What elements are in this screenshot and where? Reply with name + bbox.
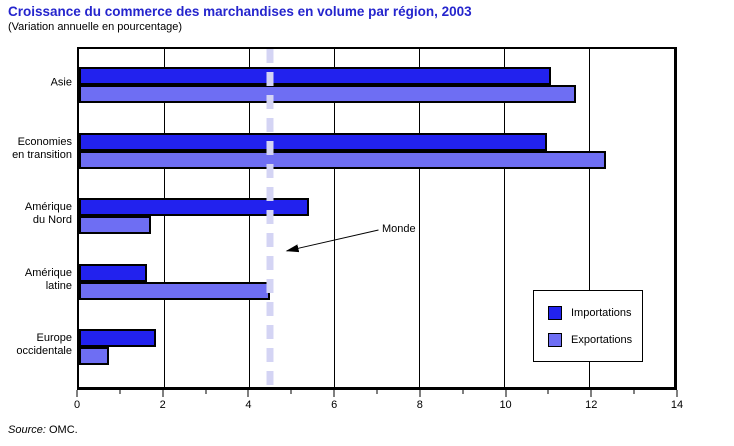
bar-exportations (79, 150, 606, 169)
bar-importations (79, 132, 547, 151)
x-major-tick (162, 390, 164, 397)
gridline (164, 49, 165, 387)
world-line-label: Monde (382, 223, 416, 235)
chart-title: Croissance du commerce des marchandises … (8, 4, 472, 19)
legend-label-exportations: Exportations (571, 333, 633, 346)
x-tick-label: 0 (73, 399, 81, 411)
x-minor-tick (547, 390, 549, 394)
bar-exportations (79, 281, 271, 300)
x-tick-label: 14 (670, 399, 684, 411)
legend-item-exportations: Exportations (548, 332, 638, 347)
x-minor-tick (633, 390, 635, 394)
source-prefix: Source: (8, 424, 46, 436)
bar-group (79, 198, 674, 234)
y-axis-label: Economies en transition (12, 135, 72, 161)
legend-box: Importations Exportations (533, 290, 643, 362)
bar-exportations (79, 347, 109, 365)
x-major-tick (676, 390, 678, 397)
x-major-tick (505, 390, 507, 397)
bar-group (79, 329, 674, 365)
y-axis-label: Amérique latine (24, 266, 72, 292)
source-value: OMC. (48, 424, 78, 436)
x-tick-label: 2 (159, 399, 166, 411)
bar-exportations (79, 85, 577, 103)
chart-subtitle: (Variation annuelle en pourcentage) (8, 21, 183, 33)
bar-importations (79, 67, 551, 85)
bar-group (79, 67, 674, 103)
x-major-tick (333, 390, 335, 397)
source-note: Source: OMC. (8, 424, 78, 436)
x-major-tick (590, 390, 592, 397)
bar-importations (79, 263, 147, 282)
x-axis: 0 2 4 6 8 10 12 14 (73, 390, 683, 416)
bar-importations (79, 329, 156, 347)
x-minor-tick (462, 390, 464, 394)
y-axis-label: Europe occidentale (16, 332, 72, 357)
x-tick-label: 10 (499, 399, 512, 411)
world-reference-line (266, 49, 274, 387)
exportations-swatch-icon (548, 332, 562, 347)
x-minor-tick (119, 390, 121, 394)
x-tick-label: 6 (331, 399, 338, 411)
y-axis-label: Amérique du Nord (24, 201, 72, 226)
x-major-tick (419, 390, 421, 397)
gridline (419, 49, 420, 387)
gridline (504, 49, 505, 387)
y-axis-label: Asie (50, 76, 72, 89)
x-major-tick (247, 390, 249, 397)
bar-group (79, 132, 674, 169)
x-major-tick (76, 390, 78, 397)
bar-importations (79, 198, 309, 216)
gridline (249, 49, 250, 387)
x-minor-tick (205, 390, 207, 394)
legend-label-importations: Importations (571, 306, 632, 319)
legend-item-importations: Importations (548, 305, 638, 320)
x-minor-tick (376, 390, 378, 394)
x-minor-tick (290, 390, 292, 394)
bar-exportations (79, 216, 152, 234)
x-tick-label: 4 (245, 399, 252, 411)
importations-swatch-icon (548, 305, 562, 320)
bar-group (79, 263, 674, 300)
gridline (589, 49, 590, 387)
x-tick-label: 8 (416, 399, 423, 411)
y-axis-labels: Asie Economies en transition Amérique du N… (0, 0, 72, 446)
x-tick-label: 12 (585, 399, 598, 411)
gridline (334, 49, 335, 387)
